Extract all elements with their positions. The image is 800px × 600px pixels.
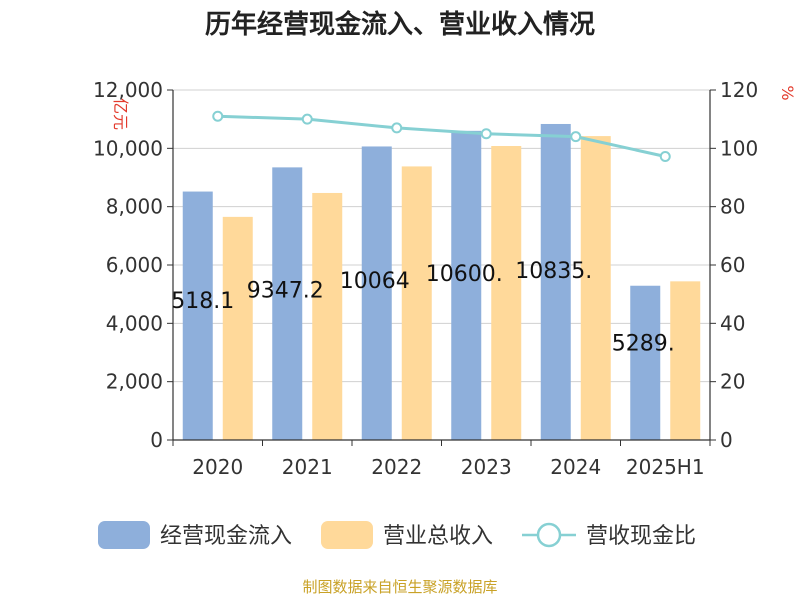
x-tick-label: 2020	[192, 455, 243, 479]
chart-title: 历年经营现金流入、营业收入情况	[205, 9, 595, 40]
ratio-line-path	[217, 114, 666, 158]
right-tick-label: 120	[720, 78, 758, 102]
bar-cash-inflow	[540, 123, 571, 441]
x-tick-label: 2025H1	[626, 455, 705, 479]
bar-cash-inflow	[451, 130, 482, 441]
ratio-point	[212, 110, 224, 122]
bar-cash-inflow	[182, 191, 213, 440]
source-note: 制图数据来自恒生聚源数据库	[302, 578, 497, 596]
right-tick-label: 40	[720, 311, 745, 335]
legend-swatch-cash-inflow	[98, 521, 150, 549]
legend-swatch-revenue	[321, 521, 373, 549]
right-tick-label: 60	[720, 253, 745, 277]
right-tick-label: 20	[720, 370, 745, 394]
data-label: 9347.2	[247, 278, 324, 303]
data-label: 10064	[340, 269, 410, 294]
left-tick-label: 6,000	[106, 253, 163, 277]
legend-label-cash-inflow: 经营现金流入	[160, 524, 292, 549]
left-tick-label: 8,000	[106, 195, 163, 219]
ratio-point	[570, 131, 582, 143]
bar-revenue	[401, 166, 432, 440]
ratio-line	[212, 110, 671, 162]
data-labels: 8518.1 9347.2 10064 10600. 10835. 5289.	[157, 259, 675, 357]
bar-revenue	[580, 136, 611, 441]
x-tick-label: 2022	[371, 455, 422, 479]
right-axis-unit: %	[778, 85, 797, 100]
bar-cash-inflow	[272, 167, 303, 440]
legend-label-revenue: 营业总收入	[383, 524, 493, 549]
right-tick-label: 100	[720, 136, 758, 160]
legend-swatch-ratio-marker	[536, 522, 562, 548]
x-tick-label: 2021	[282, 455, 333, 479]
bar-revenue	[222, 216, 253, 440]
x-tick-label: 2023	[461, 455, 512, 479]
x-tick-label: 2024	[550, 455, 601, 479]
data-label: 5289.	[612, 332, 675, 357]
bar-revenue	[491, 146, 522, 440]
left-axis-unit: 亿元	[111, 98, 130, 130]
grid-lines	[173, 89, 710, 383]
ratio-point	[480, 128, 492, 140]
left-tick-label: 10,000	[93, 136, 163, 160]
data-label: 10600.	[426, 262, 503, 287]
legend-label-ratio: 营收现金比	[586, 524, 696, 549]
left-tick-label: 4,000	[106, 311, 163, 335]
left-tick-label: 0	[150, 428, 163, 452]
bars	[182, 123, 701, 441]
data-label: 8518.1	[157, 289, 234, 314]
bar-revenue	[312, 192, 343, 440]
bar-cash-inflow	[630, 285, 661, 440]
right-tick-label: 0	[720, 428, 733, 452]
axes: 0 0 2,000 20 4,000 40 6,000 60 8,000 80 10,000 100 1…	[93, 78, 758, 479]
data-label: 10835.	[515, 259, 592, 284]
ratio-point	[391, 122, 403, 134]
ratio-point	[659, 151, 671, 162]
bar-cash-inflow	[361, 146, 392, 440]
left-tick-label: 2,000	[106, 370, 163, 394]
bar-revenue	[670, 281, 701, 440]
right-tick-label: 80	[720, 195, 745, 219]
legend: 经营现金流入 营业总收入 营收现金比	[98, 521, 696, 549]
left-tick-label: 12,000	[93, 78, 163, 102]
ratio-point	[301, 113, 313, 125]
